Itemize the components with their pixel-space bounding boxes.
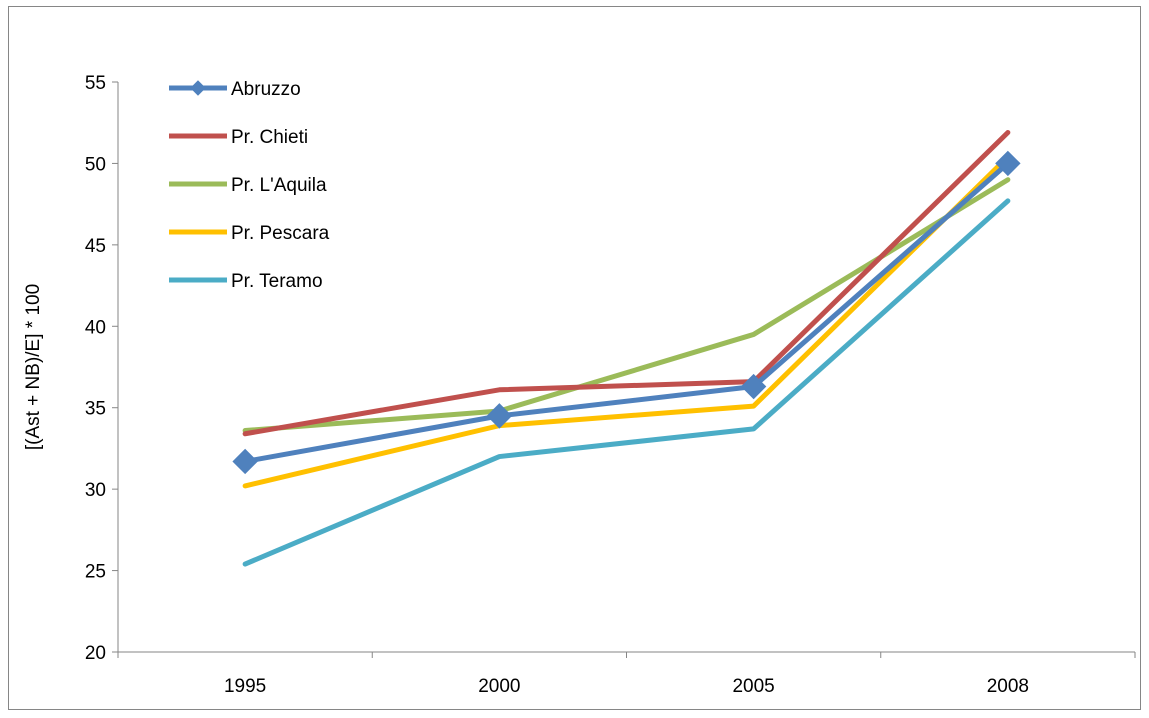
legend-label: Pr. Teramo [231,271,323,292]
y-tick-label: 45 [85,236,106,257]
series-line [242,198,1011,567]
axes: 20 25 30 35 40 45 50 55 1995 2000 2005 2008 [85,73,1136,697]
legend: Abruzzo Pr. Chieti Pr. L'Aquila Pr. Pescara… [169,79,330,292]
legend-label: Pr. L'Aquila [231,175,327,196]
y-tick-label: 30 [85,480,106,501]
legend-item: Pr. Teramo [169,271,323,292]
legend-item: Pr. Pescara [169,223,330,244]
series-line [242,154,1011,489]
y-tick-label: 35 [85,399,106,420]
y-tick-label: 20 [85,643,106,664]
series-line [242,160,1011,464]
y-axis-title: [(Ast + NB)/E] * 100 [23,284,44,450]
y-tick-label: 50 [85,154,106,175]
line-chart: 20 25 30 35 40 45 50 55 1995 2000 2005 2008 Abruzzo… [23,73,1136,697]
legend-label: Abruzzo [231,79,301,100]
legend-item: Pr. Chieti [169,127,308,148]
x-tick-label: 2005 [732,676,774,697]
series-lines [232,129,1021,567]
x-tick-label: 2008 [987,676,1029,697]
data-point-marker [995,150,1021,177]
legend-label: Pr. Chieti [231,127,308,148]
y-tick-label: 25 [85,562,106,583]
chart-area: 20 25 30 35 40 45 50 55 1995 2000 2005 2008 Abruzzo… [8,6,1141,710]
data-point-marker [740,373,767,400]
legend-marker [190,80,206,96]
x-tick-label: 1995 [224,676,266,697]
series-3 [242,154,1011,489]
series-4 [242,198,1011,567]
x-tick-label: 2000 [478,676,520,697]
legend-item: Pr. L'Aquila [169,175,327,196]
series-1 [242,129,1011,437]
series-0 [232,150,1021,475]
data-point-marker [486,403,513,429]
y-tick-label: 55 [85,73,106,94]
legend-label: Pr. Pescara [231,223,330,244]
series-line [242,129,1011,437]
y-tick-label: 40 [85,317,106,338]
data-point-marker [232,448,258,475]
legend-item: Abruzzo [169,79,301,100]
